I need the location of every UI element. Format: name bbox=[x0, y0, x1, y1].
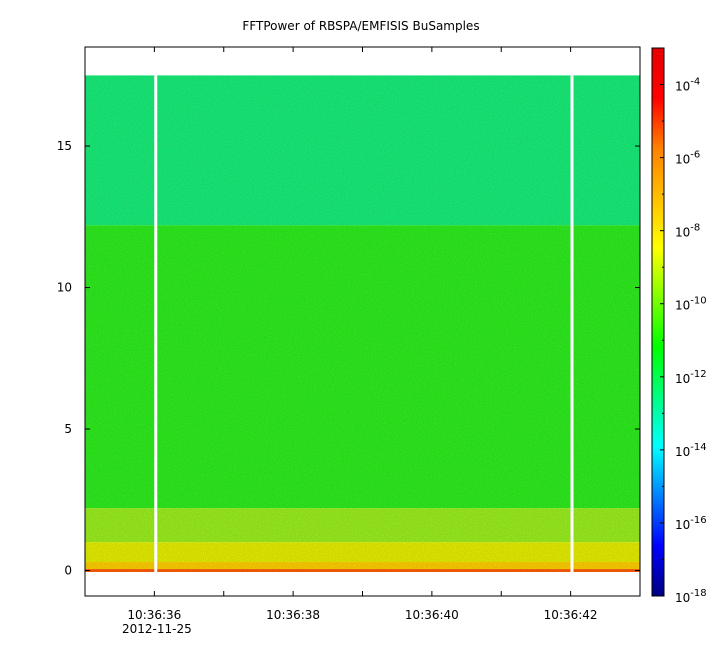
chart-title: FFTPower of RBSPA/EMFISIS BuSamples bbox=[242, 19, 479, 33]
x-tick-label: 10:36:42 bbox=[544, 608, 598, 622]
colorbar: 10-4 10-6 10-8 10-10 10-12 10-14 10-16 10-18 bbox=[651, 47, 707, 605]
y-tick-label: 5 bbox=[64, 422, 72, 436]
x-axis-date-label: 2012-11-25 bbox=[122, 622, 192, 636]
colorbar-scale bbox=[651, 47, 665, 597]
x-tick-label: 10:36:40 bbox=[405, 608, 459, 622]
colorbar-tick-label: 10-10 bbox=[675, 296, 707, 313]
colorbar-tick-label: 10-12 bbox=[675, 369, 707, 386]
spectrogram-bands bbox=[85, 75, 640, 572]
colorbar-tick-label: 10-18 bbox=[675, 588, 707, 605]
y-axis: 0 5 10 15 bbox=[57, 139, 640, 578]
band-3 bbox=[85, 542, 640, 563]
colorbar-ticks: 10-4 10-6 10-8 10-10 10-12 10-14 10-16 10-18 bbox=[660, 47, 707, 605]
x-tick-label: 10:36:38 bbox=[266, 608, 320, 622]
y-tick-label: 15 bbox=[57, 139, 72, 153]
colorbar-tick-label: 10-14 bbox=[675, 442, 707, 459]
band-0 bbox=[85, 75, 640, 226]
plot-area bbox=[85, 47, 640, 596]
colorbar-tick-label: 10-8 bbox=[675, 223, 700, 240]
colorbar-tick-label: 10-6 bbox=[675, 150, 700, 167]
colorbar-tick-label: 10-4 bbox=[675, 77, 700, 94]
y-tick-label: 10 bbox=[57, 281, 72, 295]
colorbar-tick-label: 10-16 bbox=[675, 515, 707, 532]
y-tick-label: 0 bbox=[64, 564, 72, 578]
gap-1 bbox=[570, 75, 574, 596]
band-1 bbox=[85, 225, 640, 509]
gap-0 bbox=[154, 75, 158, 596]
band-4 bbox=[85, 562, 640, 570]
band-5 bbox=[85, 569, 640, 572]
x-axis: 10:36:36 10:36:38 10:36:40 10:36:42 bbox=[127, 47, 598, 622]
band-2 bbox=[85, 508, 640, 543]
x-tick-label: 10:36:36 bbox=[127, 608, 181, 622]
